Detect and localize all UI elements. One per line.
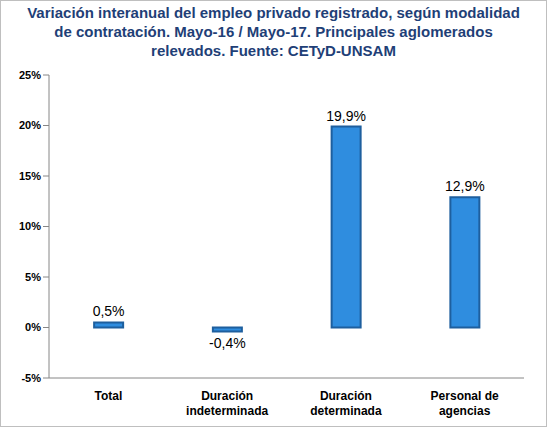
svg-text:12,9%: 12,9% (445, 178, 485, 194)
svg-text:20%: 20% (19, 119, 41, 131)
svg-text:-0,4%: -0,4% (209, 335, 246, 351)
svg-text:5%: 5% (25, 271, 41, 283)
svg-text:Duraciónindeterminada: Duraciónindeterminada (186, 389, 268, 418)
svg-text:Duracióndeterminada: Duracióndeterminada (310, 389, 382, 418)
svg-text:10%: 10% (19, 220, 41, 232)
svg-text:19,9%: 19,9% (326, 108, 366, 124)
html-text:Variación interanual del emple: Variación interanual del empleo privado … (27, 4, 520, 59)
svg-text:Personal deagencias: Personal deagencias (431, 389, 499, 418)
svg-text:15%: 15% (19, 170, 41, 182)
svg-text:0%: 0% (25, 321, 41, 333)
svg-text:25%: 25% (19, 69, 41, 81)
svg-text:Total: Total (94, 389, 122, 403)
svg-text:-5%: -5% (21, 372, 41, 384)
svg-text:0,5%: 0,5% (93, 303, 125, 319)
